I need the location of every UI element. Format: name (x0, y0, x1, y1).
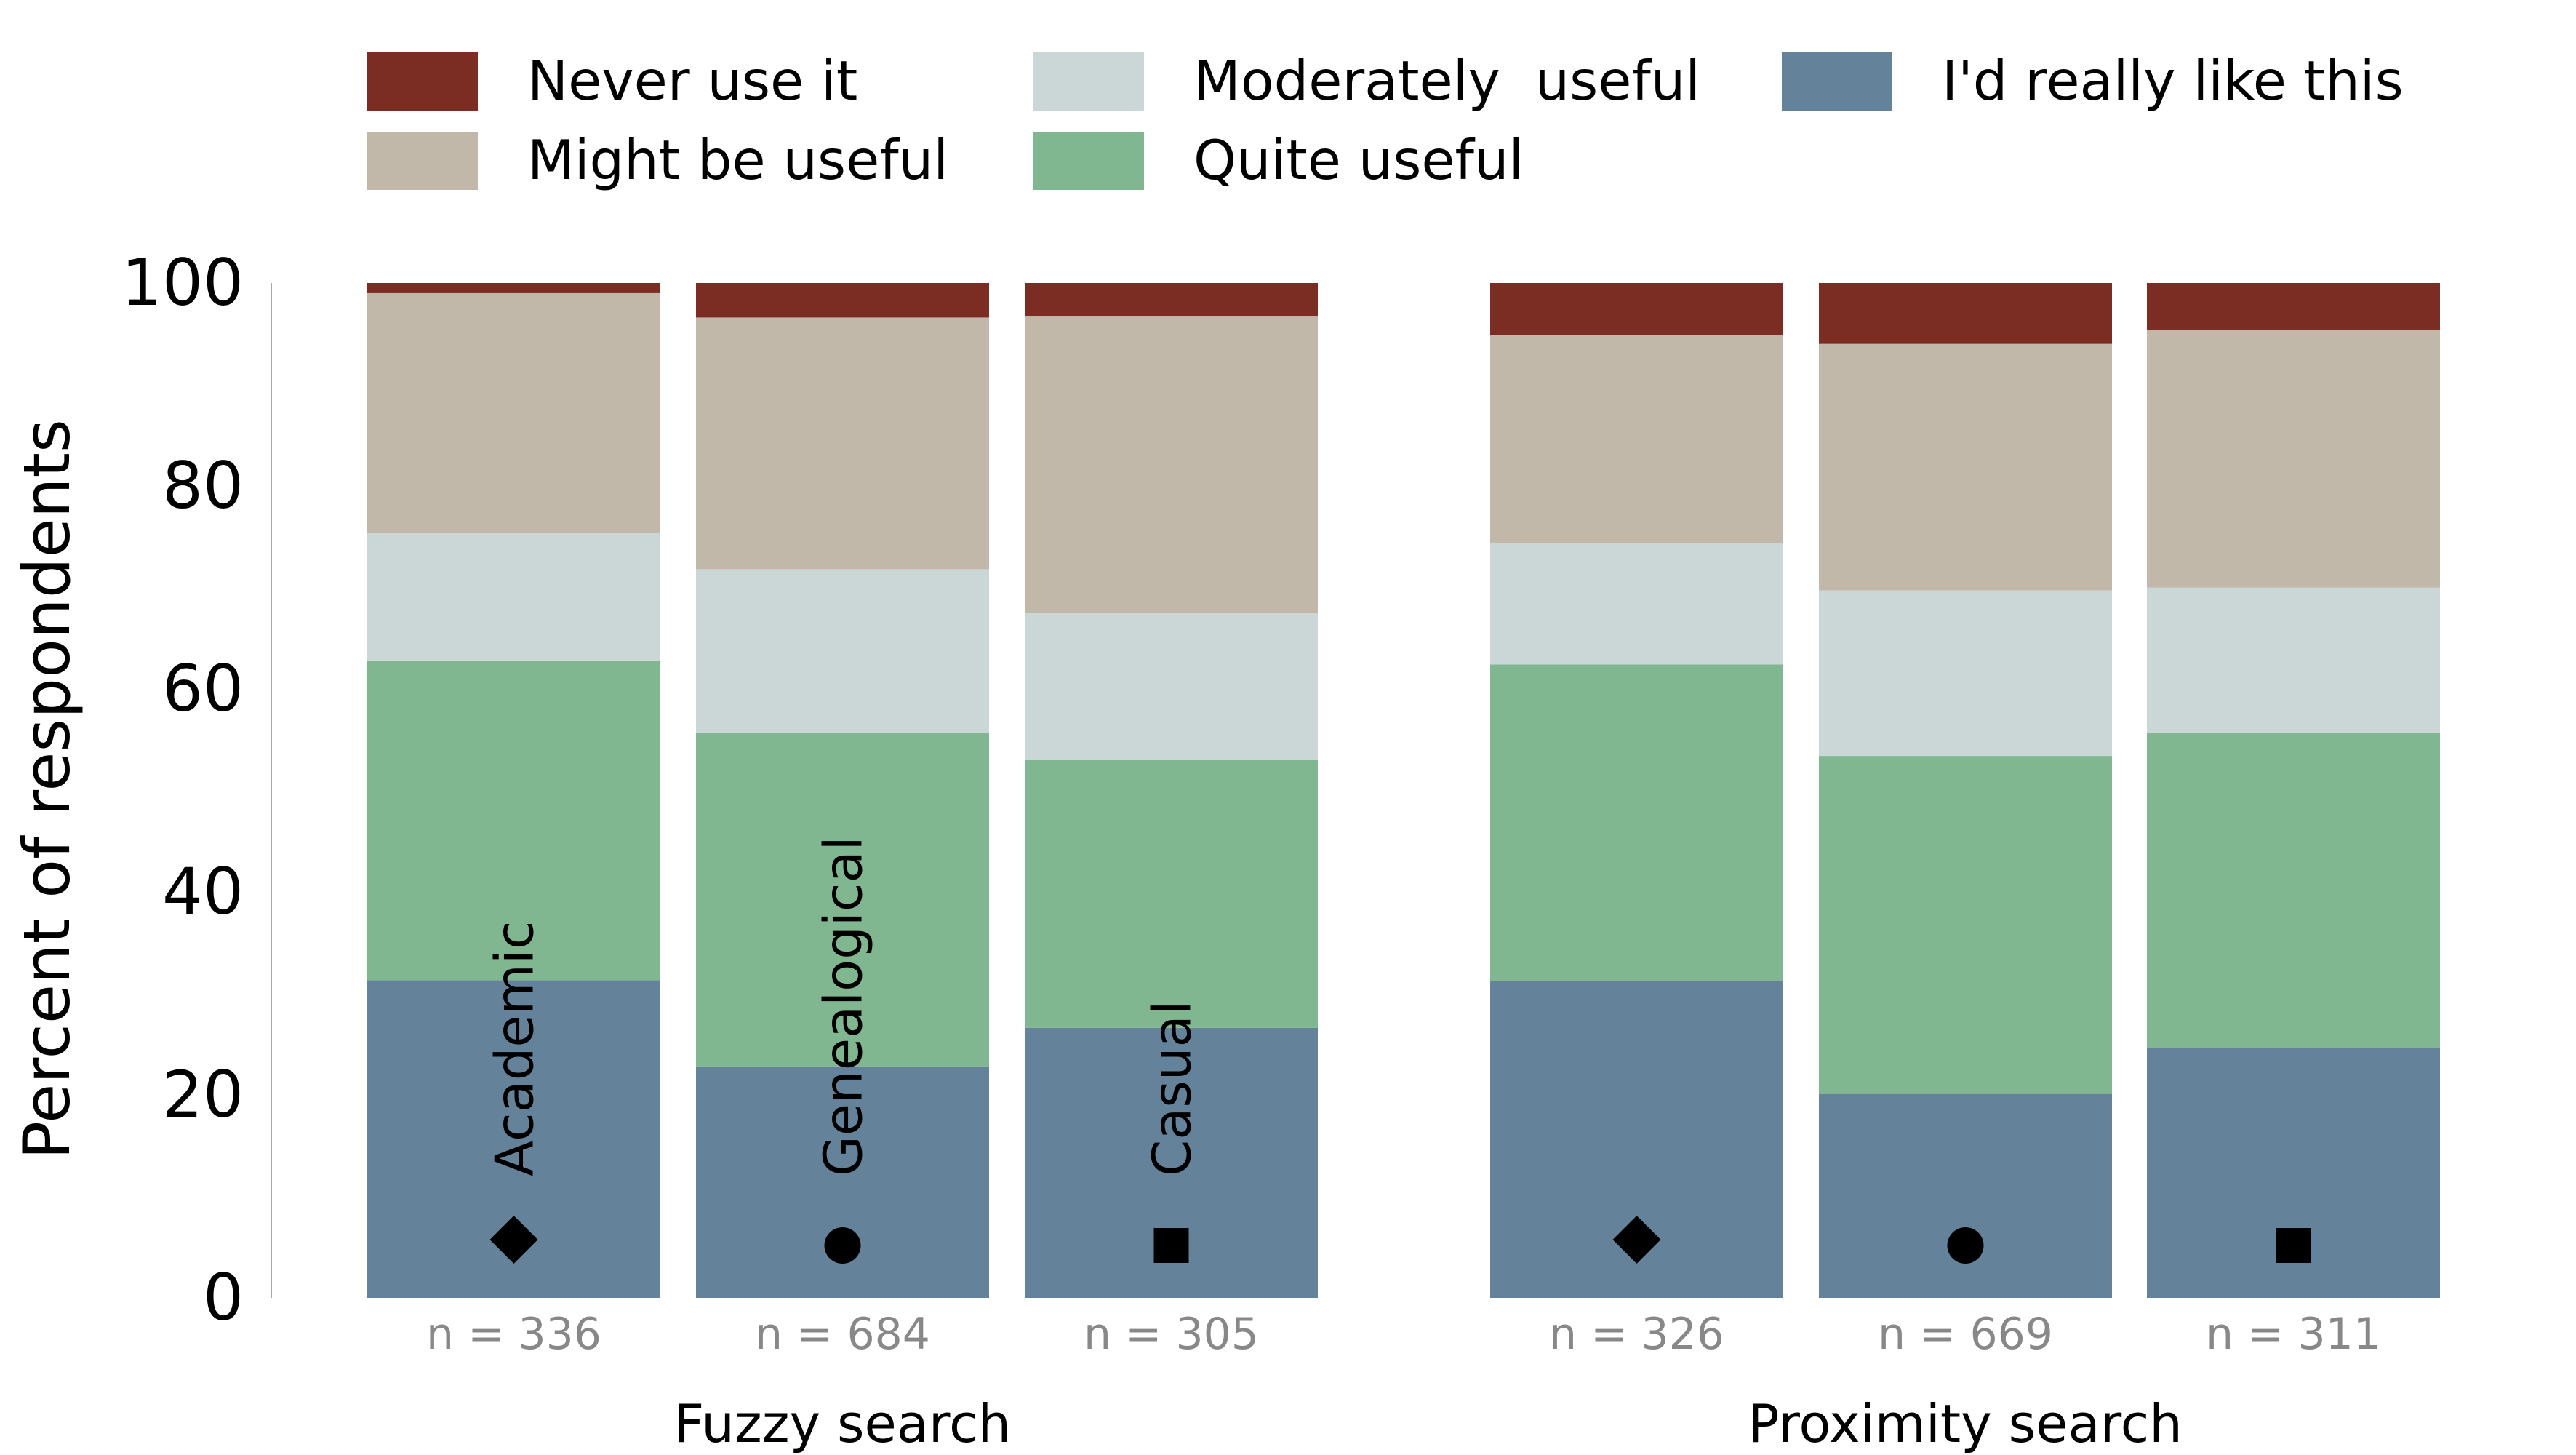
circle-marker-icon (1947, 1227, 1984, 1264)
category-label-casual: Casual (1142, 1000, 1203, 1176)
y-tick-label: 80 (162, 448, 244, 523)
bar-segment-proximity-search-casual-quite-useful (2147, 732, 2440, 1048)
bar-segment-proximity-search-academic-might-be-useful (1490, 335, 1783, 543)
bar-segment-fuzzy-search-academic-moderately-useful (367, 533, 660, 661)
y-tick-label: 0 (203, 1260, 244, 1335)
bar-segment-fuzzy-search-casual-quite-useful (1025, 760, 1318, 1028)
category-label-academic: Academic (484, 921, 545, 1176)
group-labels: Fuzzy search Proximity search (674, 1393, 2183, 1454)
sample-size-label: n = 684 (755, 1309, 930, 1360)
bar-segment-fuzzy-search-genealogical-moderately-useful (696, 569, 989, 733)
bar-segment-proximity-search-genealogical-might-be-useful (1819, 343, 2112, 591)
bar-segment-fuzzy-search-genealogical-never-use-it (696, 283, 989, 318)
bar-segment-proximity-search-academic-moderately-useful (1490, 543, 1783, 665)
bar-segment-fuzzy-search-academic-quite-useful (367, 660, 660, 981)
y-tick-label: 20 (162, 1057, 244, 1132)
bar-segment-fuzzy-search-genealogical-might-be-useful (696, 317, 989, 570)
bar-segment-fuzzy-search-academic-might-be-useful (367, 292, 660, 533)
bar-segment-fuzzy-search-casual-never-use-it (1025, 283, 1318, 317)
sample-size-label: n = 311 (2206, 1309, 2381, 1360)
bar-segment-fuzzy-search-casual-might-be-useful (1025, 316, 1318, 613)
bar-segment-proximity-search-genealogical-moderately-useful (1819, 590, 2112, 757)
square-marker-icon (2276, 1228, 2311, 1263)
bar-segment-proximity-search-genealogical-quite-useful (1819, 756, 2112, 1094)
bar-segment-proximity-search-academic-never-use-it (1490, 283, 1783, 335)
y-axis-ticks: 0 20 40 60 80 100 (121, 245, 244, 1335)
bar-segment-proximity-search-casual-moderately-useful (2147, 587, 2440, 733)
legend-swatch-i-d-really-like-this (1782, 52, 1892, 111)
square-marker-icon (1153, 1228, 1189, 1263)
bars: Academic n = 336 Genealogical n = 684 Casual… (367, 283, 2440, 1360)
bar-segment-fuzzy-search-casual-moderately-useful (1025, 613, 1318, 760)
bar-segment-fuzzy-search-academic-never-use-it (367, 283, 660, 293)
group-label-proximity-search: Proximity search (1748, 1393, 2183, 1454)
category-label-genealogical: Genealogical (813, 836, 874, 1176)
diamond-marker-icon (489, 1216, 538, 1264)
diamond-marker-icon (1612, 1216, 1661, 1264)
group-label-fuzzy-search: Fuzzy search (674, 1393, 1011, 1454)
legend-swatch-quite-useful (1033, 132, 1144, 190)
legend: Never use it Might be useful Moderately us… (367, 49, 2404, 192)
bar-segment-proximity-search-casual-might-be-useful (2147, 330, 2440, 588)
sample-size-label: n = 669 (1878, 1309, 2053, 1360)
y-tick-label: 60 (162, 651, 244, 726)
legend-label-never-use-it: Never use it (527, 49, 857, 113)
legend-swatch-never-use-it (367, 52, 478, 111)
y-axis-label: Percent of respondents (9, 419, 84, 1160)
bar-segment-proximity-search-casual-never-use-it (2147, 283, 2440, 330)
bar-segment-proximity-search-genealogical-i-d-really-like-this (1819, 1093, 2112, 1298)
bar-segment-proximity-search-genealogical-never-use-it (1819, 283, 2112, 344)
legend-label-moderately-useful: Moderately useful (1193, 49, 1700, 113)
sample-size-label: n = 326 (1549, 1309, 1724, 1360)
sample-size-label: n = 336 (426, 1309, 601, 1360)
legend-swatch-might-be-useful (367, 132, 478, 190)
y-tick-label: 100 (121, 245, 244, 320)
legend-label-quite-useful: Quite useful (1193, 128, 1524, 192)
bar-segment-proximity-search-academic-quite-useful (1490, 664, 1783, 981)
y-tick-label: 40 (162, 854, 244, 929)
bar-segment-fuzzy-search-genealogical-quite-useful (696, 732, 989, 1067)
legend-swatch-moderately-useful (1033, 52, 1144, 111)
legend-label-might-be-useful: Might be useful (527, 128, 948, 192)
sample-size-label: n = 305 (1084, 1309, 1259, 1360)
circle-marker-icon (824, 1227, 861, 1264)
legend-label-i-d-really-like-this: I'd really like this (1942, 49, 2404, 113)
